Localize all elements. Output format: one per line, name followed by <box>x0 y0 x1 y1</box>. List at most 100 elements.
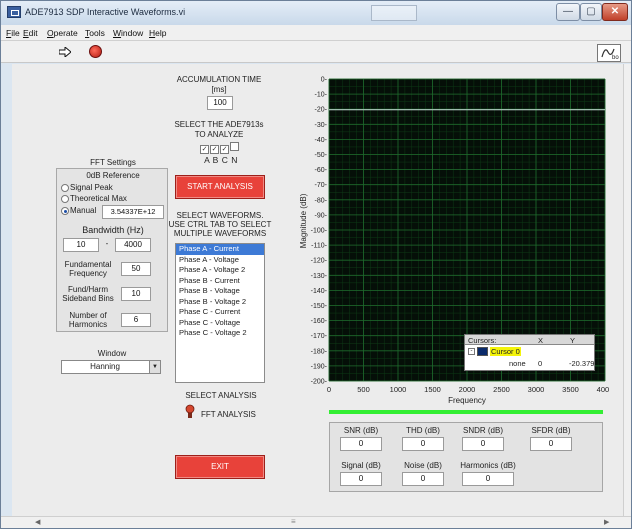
harmonics-count-input[interactable]: 6 <box>121 313 151 327</box>
y-tick-label: -30- <box>315 122 328 129</box>
list-item[interactable]: Phase A - Current <box>176 244 264 255</box>
exit-label: EXIT <box>211 462 229 471</box>
y-tick-label: -10- <box>315 92 328 99</box>
fft-analysis-label: FFT ANALYSIS <box>201 410 256 419</box>
waveform-listbox[interactable]: Phase A - Current Phase A - Voltage Phas… <box>175 243 265 383</box>
cursor-y-value: -20.379 <box>569 359 595 368</box>
list-item[interactable]: Phase B - Current <box>179 275 240 285</box>
select-ade-label-2: TO ANALYZE <box>194 130 244 139</box>
cursor-sub-value: none <box>509 359 526 368</box>
sideband-bins-label: Fund/Harm <box>67 285 108 294</box>
window-function-select[interactable]: Hanning ▼ <box>61 360 161 374</box>
y-tick-label: -200- <box>311 379 328 386</box>
cursor-legend[interactable]: Cursors: X Y - Cursor 0 none 0 -20.379 <box>464 334 595 371</box>
bandwidth-high-input[interactable]: 4000 <box>115 238 151 252</box>
bandwidth-label: Bandwidth (Hz) <box>82 225 144 235</box>
exit-button[interactable]: EXIT <box>175 455 265 479</box>
fft-magnitude-chart[interactable]: 050010001500200025003000350040000--10--2… <box>297 75 609 411</box>
minimize-button[interactable]: — <box>556 3 580 21</box>
fundamental-frequency-label-2: Frequency <box>69 269 107 278</box>
x-axis-label: Frequency <box>448 396 486 405</box>
sideband-bins-input[interactable]: 10 <box>121 287 151 301</box>
radio-theoretical-max[interactable] <box>61 195 69 203</box>
maximize-button[interactable]: ▢ <box>580 3 602 21</box>
close-button[interactable]: ✕ <box>602 3 628 21</box>
menu-operate[interactable]: Operate <box>47 28 78 38</box>
menu-window[interactable]: Window <box>113 28 144 38</box>
ade-checkbox-c[interactable]: ✓ <box>220 145 229 154</box>
run-arrow-icon[interactable] <box>59 47 71 57</box>
list-item[interactable]: Phase A - Voltage 2 <box>179 265 246 274</box>
cursor-expand-icon[interactable]: - <box>468 348 475 355</box>
x-tick-label: 0 <box>327 385 331 394</box>
y-tick-label: -20- <box>315 107 328 114</box>
window-function-label: Window <box>97 349 127 358</box>
fft-settings-title: FFT Settings <box>90 158 136 167</box>
signal-value: 0 <box>340 472 382 486</box>
manual-reference-input[interactable]: 3.54337E+12 <box>102 205 164 219</box>
x-tick-label: 3500 <box>562 385 579 394</box>
theoretical-max-label: Theoretical Max <box>70 194 127 203</box>
abort-stop-icon[interactable] <box>89 45 102 58</box>
results-panel: SNR (dB) 0 THD (dB) 0 SNDR (dB) 0 SFDR (… <box>329 422 603 492</box>
harmonics-value: 0 <box>462 472 514 486</box>
menu-edit[interactable]: Edit <box>23 28 38 38</box>
scroll-left-icon[interactable]: ◀ <box>35 519 41 526</box>
x-tick-label: 3000 <box>528 385 545 394</box>
y-tick-label: 0- <box>321 77 328 84</box>
context-help-icon[interactable]: bo <box>597 44 621 62</box>
sfdr-value: 0 <box>530 437 572 451</box>
toolbar: bo <box>1 41 631 63</box>
y-tick-label: -90- <box>315 212 328 219</box>
start-analysis-button[interactable]: START ANALYSIS <box>175 175 265 199</box>
analysis-toggle-switch-icon[interactable] <box>185 403 195 419</box>
ade-checkbox-a[interactable]: ✓ <box>200 145 209 154</box>
list-item[interactable]: Phase C - Current <box>179 307 241 316</box>
accumulation-units-label: [ms] <box>211 85 227 94</box>
bandwidth-low-input[interactable]: 10 <box>63 238 99 252</box>
fundamental-frequency-label: Fundamental <box>64 260 112 269</box>
vertical-scrollbar[interactable] <box>623 64 631 516</box>
labview-app-icon <box>7 6 21 18</box>
menu-file[interactable]: File <box>6 28 20 38</box>
ade-checkbox-n[interactable] <box>230 142 239 151</box>
scroll-grip-icon: ≡ <box>291 517 296 526</box>
select-ade-label: SELECT THE ADE7913s <box>174 120 264 129</box>
y-tick-label: -110- <box>311 243 327 250</box>
cursor-header-x: X <box>538 336 544 345</box>
x-tick-label: 500 <box>357 385 370 394</box>
accumulation-time-label: ACCUMULATION TIME <box>176 75 262 84</box>
menu-tools[interactable]: Tools <box>85 28 105 38</box>
cursor-name[interactable]: Cursor 0 <box>490 347 521 356</box>
list-item[interactable]: Phase C - Voltage <box>179 317 241 327</box>
menu-help[interactable]: Help <box>149 28 167 38</box>
horizontal-scrollbar[interactable]: ◀ ≡ ▶ <box>1 516 631 528</box>
list-item[interactable]: Phase B - Voltage <box>179 286 240 295</box>
noise-label: Noise (dB) <box>404 461 442 470</box>
y-tick-label: -130- <box>311 273 328 280</box>
cursor-color-swatch[interactable] <box>477 347 488 356</box>
reference-label: 0dB Reference <box>86 171 140 180</box>
window-thumbnail <box>371 5 417 21</box>
radio-manual[interactable] <box>61 207 69 215</box>
ade-checkbox-b[interactable]: ✓ <box>210 145 219 154</box>
list-item[interactable]: Phase C - Voltage 2 <box>179 328 247 337</box>
accumulation-time-input[interactable]: 100 <box>207 96 233 110</box>
signal-peak-label: Signal Peak <box>70 183 113 192</box>
select-waveforms-hint-2: MULTIPLE WAVEFORMS <box>173 229 267 238</box>
y-tick-label: -60- <box>315 167 328 174</box>
radio-signal-peak[interactable] <box>61 184 69 192</box>
chevron-down-icon[interactable]: ▼ <box>149 361 160 373</box>
signal-label: Signal (dB) <box>341 461 381 470</box>
list-item[interactable]: Phase B - Voltage 2 <box>179 296 247 306</box>
thd-label: THD (dB) <box>406 426 440 435</box>
fundamental-frequency-input[interactable]: 50 <box>121 262 151 276</box>
y-tick-label: -160- <box>311 318 328 325</box>
list-item[interactable]: Phase A - Voltage <box>179 254 239 264</box>
x-tick-label: 4000 <box>597 385 609 394</box>
scroll-right-icon[interactable]: ▶ <box>604 519 610 526</box>
x-tick-label: 1500 <box>424 385 441 394</box>
y-tick-label: -50- <box>315 152 328 159</box>
y-tick-label: -150- <box>311 303 328 310</box>
